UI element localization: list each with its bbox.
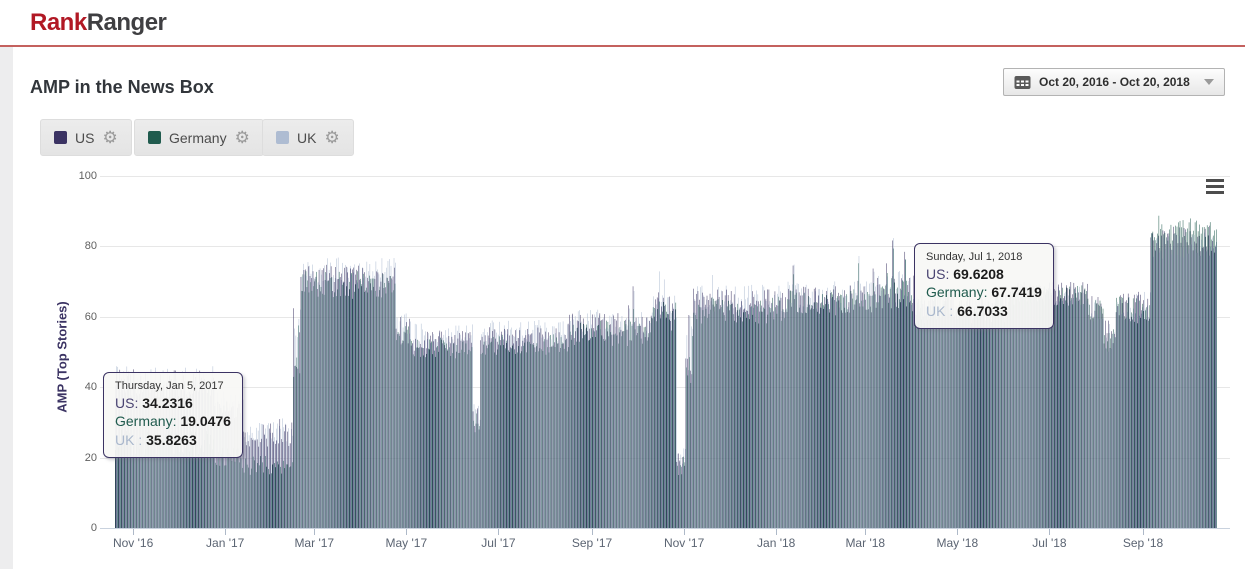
tooltip-row-germany: Germany: 19.0476 — [115, 413, 231, 430]
chart-tooltip-jan5-2017: Thursday, Jan 5, 2017 US: 34.2316 German… — [103, 372, 243, 459]
tooltip-date: Thursday, Jan 5, 2017 — [115, 380, 224, 392]
tooltip-date: Sunday, Jul 1, 2018 — [926, 251, 1023, 263]
chart-menu-button[interactable] — [1206, 179, 1224, 194]
chart-tooltip-jul1-2018: Sunday, Jul 1, 2018 US: 69.6208 Germany:… — [914, 243, 1054, 330]
tooltip-row-uk: UK : 66.7033 — [926, 302, 1008, 319]
tooltip-row-us: US: 69.6208 — [926, 266, 1004, 282]
tooltip-row-us: US: 34.2316 — [115, 395, 193, 411]
tooltip-row-uk: UK : 35.8263 — [115, 431, 197, 448]
tooltip-row-germany: Germany: 67.7419 — [926, 284, 1042, 301]
hamburger-icon — [1206, 179, 1224, 182]
